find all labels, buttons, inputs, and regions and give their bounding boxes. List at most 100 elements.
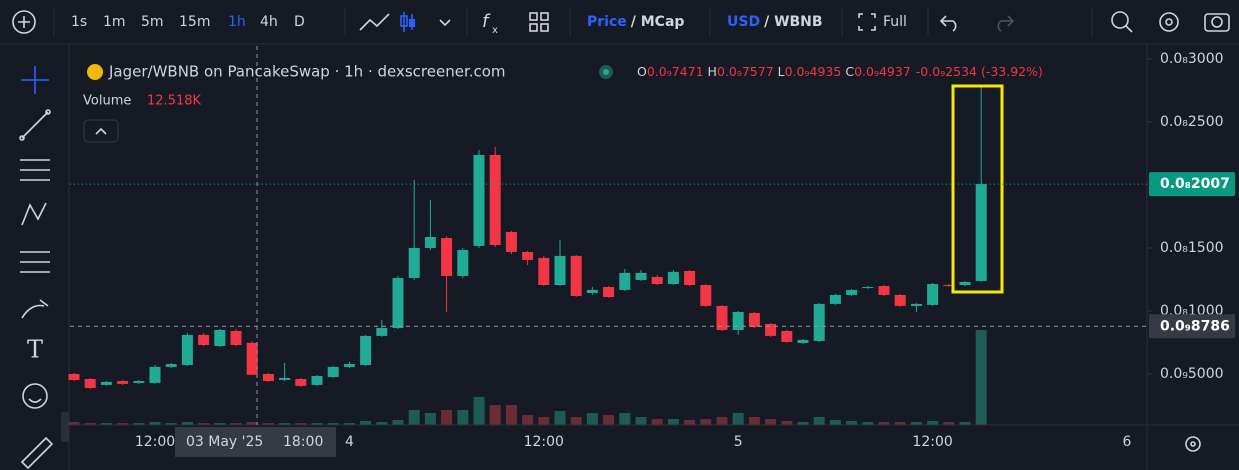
volume-bar: [311, 423, 323, 425]
interval-5m[interactable]: 5m: [141, 14, 164, 30]
alert-icon[interactable]: [1111, 11, 1129, 29]
candle-body: [538, 257, 550, 286]
quote-option[interactable]: / WBNB: [764, 14, 823, 30]
candle-body: [829, 294, 841, 304]
candle-body: [392, 277, 404, 328]
candle-body: [813, 303, 825, 341]
x-tick-label: 12:00: [524, 434, 564, 450]
crosshair-price-label: 0.0₉8786: [1160, 318, 1230, 334]
candle-body: [100, 381, 112, 385]
candle-body: [165, 364, 177, 367]
y-tick-label: 0.0₈2500: [1160, 114, 1224, 130]
interval-d[interactable]: D: [294, 14, 305, 30]
trend-line-tool[interactable]: [21, 111, 49, 139]
candle-body: [846, 289, 858, 295]
projection-tool[interactable]: [20, 251, 50, 273]
legend: Jager/WBNB on PancakeSwap · 1h · dexscre…: [83, 63, 1043, 143]
candle-body: [927, 283, 939, 305]
undo-icon[interactable]: [939, 15, 957, 32]
redo-icon[interactable]: [997, 15, 1015, 32]
candle-body: [424, 236, 436, 248]
interval-15m[interactable]: 15m: [179, 14, 210, 30]
candle-body: [959, 281, 971, 286]
legend-title: Jager/WBNB on PancakeSwap · 1h · dexscre…: [108, 63, 506, 81]
usd-option[interactable]: USD: [727, 14, 760, 30]
y-tick-label: 0.0₈1500: [1160, 240, 1224, 256]
ruler-tool[interactable]: [20, 436, 54, 470]
volume-bar: [975, 329, 987, 425]
interval-4h[interactable]: 4h: [260, 14, 278, 30]
price-option[interactable]: Price: [587, 14, 627, 30]
candle-body: [279, 377, 291, 381]
layout-icon[interactable]: [529, 12, 549, 32]
add-symbol-icon[interactable]: [12, 10, 36, 34]
candle-body: [975, 184, 987, 281]
candle-body: [327, 366, 339, 377]
chart-type-line[interactable]: [359, 13, 390, 31]
indicators-icon[interactable]: f: [482, 11, 491, 32]
c-value: 0.0₉4937: [854, 64, 911, 79]
legend-ohlc: O0.0₉7471 H0.0₉7577 L0.0₉4935 C0.0₉4937 -0.0…: [637, 64, 1043, 79]
candle-body: [732, 311, 744, 330]
left-toolbar: T: [19, 44, 70, 470]
currency-toggle[interactable]: USD / WBNB: [727, 14, 823, 30]
candle-body: [603, 287, 615, 297]
volume-bar: [327, 423, 339, 425]
collapse-legend[interactable]: [83, 119, 119, 143]
o-value: 0.0₉7471: [647, 64, 704, 79]
volume-bar: [797, 422, 809, 425]
settings-icon[interactable]: [1159, 12, 1179, 32]
volume-bar: [894, 422, 906, 425]
volume-bar: [198, 423, 210, 425]
candle-body: [667, 271, 679, 284]
volume-bar: [635, 416, 647, 425]
fullscreen-icon[interactable]: [858, 13, 876, 31]
volume-bar: [700, 419, 712, 425]
last-price-label: 0.0₈2007: [1160, 176, 1230, 192]
volume-bar: [667, 419, 679, 425]
candle-body: [295, 379, 307, 386]
interval-1s[interactable]: 1s: [71, 14, 87, 30]
h-value: 0.0₉7577: [717, 64, 774, 79]
price-mcap-toggle[interactable]: Price / MCap: [587, 14, 684, 30]
volume-bar: [230, 423, 242, 425]
plot-area: [68, 86, 987, 425]
candle-body: [684, 271, 696, 286]
candle-body: [133, 381, 145, 383]
interval-1h[interactable]: 1h: [228, 14, 246, 30]
candle-body: [862, 287, 874, 289]
candle-body: [586, 289, 598, 293]
candle-body: [117, 381, 129, 384]
volume-bar: [295, 423, 307, 425]
collapse-toolbar[interactable]: [61, 412, 69, 442]
axis-settings[interactable]: [1185, 436, 1201, 452]
candle-body: [181, 334, 193, 366]
pattern-tool[interactable]: [21, 202, 47, 226]
screenshot-icon[interactable]: [1204, 13, 1230, 32]
volume-bar: [473, 397, 485, 425]
text-tool[interactable]: T: [27, 336, 43, 364]
volume-bar: [84, 423, 96, 425]
volume-bar: [586, 413, 598, 425]
emoji-tool[interactable]: [22, 383, 48, 409]
volume-bar: [376, 422, 388, 425]
brush-tool[interactable]: [21, 299, 49, 319]
candle-body: [68, 373, 80, 381]
interval-1m[interactable]: 1m: [103, 14, 126, 30]
fib-tool[interactable]: [20, 159, 50, 181]
volume-bar: [100, 423, 112, 425]
crosshair-tool[interactable]: [21, 66, 49, 94]
volume-bar: [343, 423, 355, 425]
chart-type-menu[interactable]: [439, 19, 451, 27]
volume-bar: [732, 413, 744, 425]
fullscreen-button[interactable]: Full: [883, 14, 907, 30]
volume-bar: [392, 419, 404, 425]
o-key: O: [637, 64, 647, 79]
candle-body: [635, 272, 647, 280]
mcap-option[interactable]: / MCap: [631, 14, 685, 30]
candle-body: [943, 285, 955, 287]
candle-body: [149, 366, 161, 383]
candle-body: [522, 251, 534, 260]
volume-bar: [68, 422, 80, 425]
candle-body: [473, 154, 485, 246]
